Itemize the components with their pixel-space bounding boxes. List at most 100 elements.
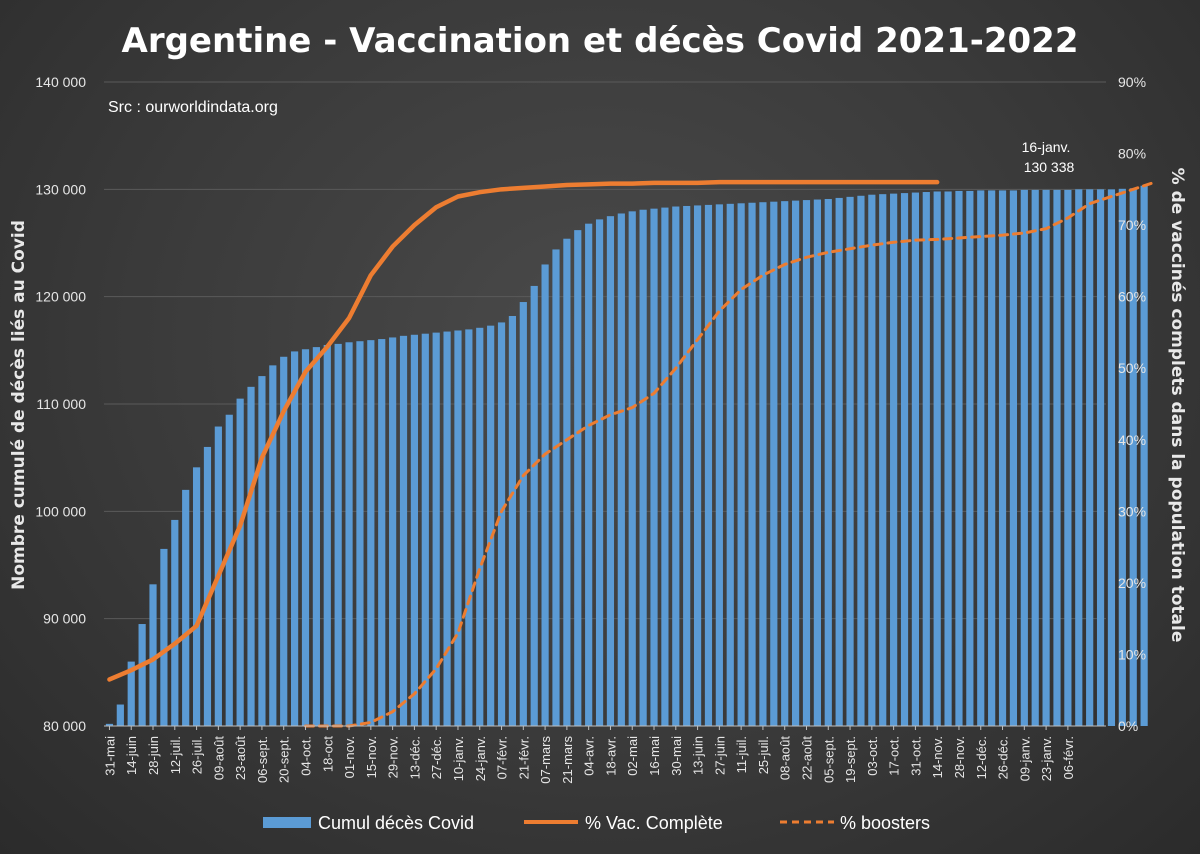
bar-deces <box>519 302 527 726</box>
y-tick-label: 130 000 <box>35 181 86 197</box>
bar-deces <box>476 327 484 726</box>
x-tick-label: 27-juin <box>712 736 727 775</box>
x-tick-label: 25-juil. <box>756 736 771 774</box>
bar-deces <box>389 337 397 726</box>
line-boosters <box>303 180 1157 728</box>
bar-deces <box>465 329 473 726</box>
y2-tick-label: 40% <box>1118 432 1146 448</box>
y-tick-label: 80 000 <box>43 718 86 734</box>
legend: Cumul décès Covid % Vac. Complète % boos… <box>263 813 930 833</box>
bar-deces <box>334 343 342 726</box>
x-tick-label: 28-juin <box>146 736 161 775</box>
x-tick-label: 04-avr. <box>582 736 597 776</box>
bar-deces <box>127 661 135 726</box>
bar-deces <box>367 340 375 726</box>
y2-tick-label: 60% <box>1118 289 1146 305</box>
x-tick-label: 09-août <box>211 736 226 780</box>
bar-deces <box>868 194 876 726</box>
bar-deces <box>378 339 386 726</box>
bar-deces <box>1129 188 1137 726</box>
x-tick-label: 02-mai <box>625 736 640 776</box>
x-tick-label: 23-janv. <box>1039 736 1054 781</box>
bar-deces <box>563 238 571 726</box>
bar-deces <box>574 230 582 726</box>
bar-deces <box>715 204 723 727</box>
bar-deces <box>323 344 331 726</box>
bar-deces <box>955 190 963 726</box>
bar-deces <box>160 548 168 726</box>
bar-deces <box>977 190 985 726</box>
x-tick-label: 29-nov. <box>386 736 401 778</box>
legend-label-vac: % Vac. Complète <box>585 813 723 833</box>
bar-deces <box>585 223 593 726</box>
bar-deces <box>683 205 691 727</box>
y-axis-title: Nombre cumulé de décès liés au Covid <box>9 220 29 590</box>
y2-tick-label: 70% <box>1118 217 1146 233</box>
y-tick-label: 100 000 <box>35 503 86 519</box>
x-tick-label: 21-mars <box>560 736 575 784</box>
bar-deces <box>748 202 756 726</box>
bar-deces <box>846 196 854 727</box>
bar-deces <box>900 193 909 727</box>
x-tick-label: 10-janv. <box>451 736 466 781</box>
legend-label-deces: Cumul décès Covid <box>318 813 474 833</box>
bar-deces <box>628 211 636 727</box>
bar-deces <box>552 249 560 726</box>
x-tick-label: 06-févr. <box>1061 736 1076 779</box>
x-tick-label: 31-oct. <box>908 736 923 776</box>
bar-deces <box>541 264 549 726</box>
bar-deces <box>269 365 277 726</box>
x-tick-label: 06-sept. <box>255 736 270 783</box>
y2-tick-label: 80% <box>1118 146 1146 162</box>
bar-deces <box>203 446 212 726</box>
x-tick-label: 24-janv. <box>473 736 488 781</box>
bar-deces <box>998 190 1007 726</box>
bar-deces <box>737 203 745 727</box>
bar-deces <box>1140 185 1148 726</box>
x-tick-label: 03-oct. <box>865 736 880 776</box>
bar-deces <box>312 347 320 726</box>
bar-deces <box>116 704 124 726</box>
bar-deces <box>1096 189 1105 726</box>
bar-deces <box>672 206 680 726</box>
bar-deces <box>454 330 462 726</box>
bar-deces <box>105 723 114 726</box>
bar-deces <box>280 356 288 726</box>
y2-tick-label: 0% <box>1118 718 1138 734</box>
bar-deces <box>824 198 832 727</box>
x-tick-label: 17-oct. <box>887 736 902 776</box>
x-tick-label: 18-avr. <box>603 736 618 776</box>
line-vac-complete <box>107 179 940 682</box>
bar-deces <box>345 342 353 726</box>
bar-deces <box>149 584 157 726</box>
annotation-date: 16-janv. <box>1022 139 1071 155</box>
bar-deces <box>781 201 789 726</box>
x-tick-label: 07-mars <box>538 736 553 784</box>
bar-deces <box>835 197 843 727</box>
chart-source: Src : ourworldindata.org <box>108 99 278 116</box>
x-tick-label: 31-mai <box>102 736 117 776</box>
bar-deces <box>857 195 865 726</box>
x-tick-label: 12-juil. <box>168 736 183 774</box>
bar-deces <box>530 285 538 726</box>
chart-title: Argentine - Vaccination et décès Covid 2… <box>122 21 1079 61</box>
y2-tick-label: 50% <box>1118 360 1146 376</box>
x-tick-label: 11-juil. <box>734 736 749 773</box>
bar-deces <box>236 398 244 726</box>
x-tick-label: 26-juil. <box>190 736 205 774</box>
annotation-value: 130 338 <box>1024 159 1075 175</box>
axis-layer: 80 000 90 000 100 000 110 000 120 000 130 000… <box>35 74 1146 784</box>
bar-deces <box>606 216 615 727</box>
x-tick-label: 14-juin <box>124 736 139 775</box>
bar-deces <box>487 325 495 726</box>
bar-deces <box>792 200 800 727</box>
bar-deces <box>639 209 647 727</box>
x-tick-label: 16-mai <box>647 736 662 776</box>
y-tick-label: 120 000 <box>35 289 86 305</box>
x-tick-label: 26-déc. <box>996 736 1011 779</box>
bars-layer <box>105 185 1148 727</box>
x-tick-label: 28-nov. <box>952 736 967 778</box>
legend-swatch-deces <box>263 817 311 828</box>
